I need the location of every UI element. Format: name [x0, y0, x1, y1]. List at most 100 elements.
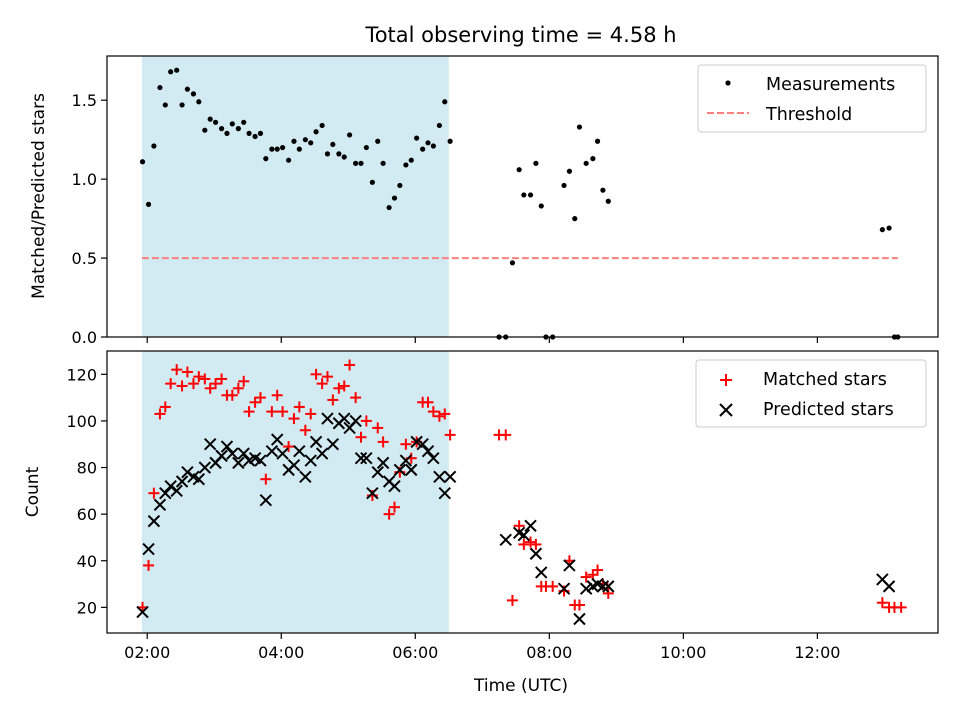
predicted-point-69 [602, 580, 615, 593]
measurement-point-7 [179, 102, 185, 108]
measurement-point-1 [145, 201, 152, 207]
count-y-tick-label-2: 60 [77, 505, 97, 524]
predicted-point-12 [203, 438, 217, 451]
x-tick-label-4: 10:00 [660, 643, 706, 662]
matched-point-9 [187, 378, 199, 390]
matched-point-29 [299, 424, 311, 436]
measurement-point-66 [561, 182, 567, 189]
predicted-point-21 [254, 454, 267, 467]
ratio-legend: Measurements Threshold [697, 64, 927, 133]
measurement-point-24 [274, 146, 280, 152]
matched-point-32 [316, 378, 328, 390]
predicted-point-17 [232, 456, 245, 470]
matched-point-55 [444, 429, 456, 441]
predicted-point-60 [529, 547, 543, 560]
measurement-point-51 [425, 140, 431, 146]
count-legend-frame [695, 359, 927, 428]
predicted-point-27 [287, 458, 301, 472]
predicted-point-6 [170, 484, 183, 498]
matched-point-14 [216, 373, 228, 385]
predicted-point-68 [596, 580, 610, 593]
predicted-point-52 [427, 451, 440, 465]
measurement-point-70 [583, 160, 589, 166]
measurement-point-28 [296, 146, 302, 152]
legend-threshold-label: Threshold [765, 105, 852, 125]
measurement-point-2 [151, 143, 157, 149]
matched-point-43 [377, 436, 389, 448]
predicted-point-63 [563, 559, 576, 572]
x-axis-label: Time (UTC) [473, 676, 568, 696]
measurement-point-22 [263, 156, 269, 162]
matched-point-8 [181, 366, 193, 378]
measurement-point-40 [363, 144, 369, 151]
predicted-point-53 [433, 470, 446, 484]
predicted-point-42 [371, 465, 384, 479]
measurement-point-68 [572, 216, 578, 222]
matched-point-44 [383, 508, 395, 520]
matched-point-38 [350, 392, 362, 404]
ratio-y-tick-label-1: 0.5 [72, 249, 97, 268]
matched-point-28 [293, 401, 305, 413]
matched-point-62 [530, 538, 542, 550]
measurement-point-73 [600, 187, 606, 193]
ratio-y-axis-label: Matched/Predicted stars [29, 93, 49, 299]
x-tick-label-3: 08:00 [526, 643, 572, 662]
measurement-point-30 [308, 140, 314, 146]
measurement-point-25 [279, 144, 286, 151]
matched-point-69 [573, 599, 585, 611]
matched-point-10 [193, 371, 205, 383]
measurement-point-50 [420, 146, 426, 152]
count-axes-frame [106, 350, 939, 634]
ratio-axes-frame [106, 55, 939, 338]
predicted-point-45 [388, 479, 401, 493]
measurement-point-15 [224, 130, 230, 136]
x-tick-label-2: 06:00 [392, 643, 438, 662]
predicted-point-61 [535, 566, 548, 579]
count-y-tick-label-1: 40 [77, 552, 97, 571]
predicted-point-56 [499, 533, 512, 546]
predicted-point-25 [276, 447, 289, 460]
measurement-point-46 [397, 182, 403, 189]
count-y-axis-label: Count [23, 466, 43, 517]
predicted-point-64 [573, 612, 586, 626]
matched-point-7 [176, 380, 188, 392]
measurement-point-52 [430, 143, 436, 149]
measurement-point-39 [358, 160, 364, 166]
matched-point-25 [277, 406, 289, 418]
measurement-point-76 [886, 225, 892, 231]
x-tick-label-1: 04:00 [258, 643, 304, 662]
matched-point-3 [154, 408, 166, 420]
measurement-point-67 [566, 168, 573, 174]
measurement-point-33 [324, 151, 331, 157]
measurement-point-26 [286, 157, 292, 163]
measurement-point-6 [174, 67, 180, 73]
predicted-point-62 [557, 582, 571, 595]
predicted-point-33 [321, 412, 334, 425]
count-legend: Matched stars Predicted stars [695, 359, 927, 428]
measurement-point-42 [375, 138, 381, 144]
measurement-point-12 [207, 116, 213, 122]
matched-point-33 [321, 371, 333, 383]
predicted-point-46 [393, 463, 407, 477]
predicted-point-1 [142, 542, 155, 556]
predicted-point-3 [153, 498, 167, 512]
measurement-point-8 [184, 86, 191, 92]
count-y-tick-label-3: 80 [77, 459, 97, 478]
matched-point-57 [500, 429, 512, 441]
ratio-y-tick-label-0: 0.0 [72, 328, 97, 347]
measurement-point-49 [414, 135, 420, 141]
ratio-legend-frame [697, 64, 927, 133]
matched-point-39 [355, 431, 367, 443]
measurement-point-54 [442, 99, 448, 105]
measurement-point-36 [341, 154, 347, 160]
matched-point-58 [506, 594, 518, 606]
matched-point-23 [266, 406, 278, 418]
measurement-point-37 [346, 132, 353, 138]
measurement-point-45 [391, 195, 398, 201]
predicted-point-31 [309, 435, 323, 449]
measurement-point-29 [302, 137, 308, 143]
measurement-point-44 [386, 204, 392, 211]
matched-point-13 [210, 378, 222, 390]
matched-point-16 [226, 389, 238, 401]
predicted-point-51 [421, 445, 435, 458]
